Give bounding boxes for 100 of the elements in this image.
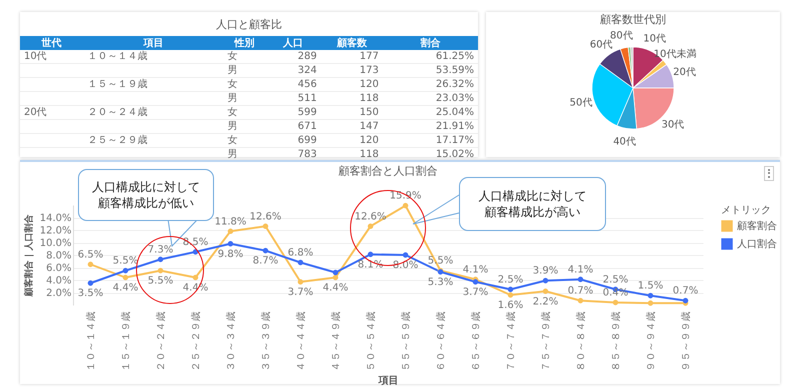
text: 699	[298, 135, 317, 146]
text: 150	[360, 107, 379, 118]
text: 男	[228, 65, 238, 76]
data-label: 8.0%	[392, 260, 418, 271]
text: 男	[228, 93, 238, 104]
category-label: 世代	[20, 36, 84, 50]
point	[158, 256, 164, 262]
data-label: 5.3%	[428, 276, 454, 288]
data-label: 3.7%	[462, 286, 488, 298]
text: 120	[360, 135, 379, 146]
text: 173	[360, 65, 379, 76]
x-tick-label: ５５～５９歳	[400, 312, 412, 372]
data-label: 0.4%	[602, 288, 628, 298]
data-label: 11.8%	[214, 216, 246, 228]
point	[648, 292, 654, 298]
x-tick-label: ６０～６４歳	[435, 312, 447, 372]
slice-label: 30代	[661, 119, 684, 130]
text: 女	[228, 107, 238, 118]
data-label: 8.7%	[252, 256, 278, 267]
slice-label: 80代	[610, 30, 633, 42]
y-tick-label: 6.0%	[46, 263, 72, 274]
point	[262, 224, 268, 229]
y-tick-label: 14.0%	[40, 213, 72, 224]
category-label: 割合	[382, 36, 478, 50]
point	[262, 248, 268, 254]
x-tick-label: ５０～５４歳	[365, 312, 377, 372]
point	[228, 228, 234, 234]
x-tick-label: ３５～３９歳	[260, 312, 272, 372]
point	[158, 268, 164, 274]
y-axis-title: 顧客割合 | 人口割合	[24, 214, 35, 298]
point	[122, 274, 128, 280]
point	[612, 300, 618, 306]
x-axis-title: 項目	[378, 376, 398, 386]
text: 53.59%	[436, 65, 474, 76]
text: 147	[360, 121, 379, 132]
point	[298, 279, 304, 285]
text: 女	[228, 79, 238, 90]
point	[192, 274, 198, 280]
category-label: 人口	[264, 36, 321, 50]
slice-label: 10代未満	[654, 48, 696, 60]
text: 17.17%	[436, 135, 474, 146]
data-label: 0.7%	[672, 286, 698, 297]
legend-label: 顧客割合	[737, 220, 777, 232]
text: 男	[228, 149, 238, 160]
text: 118	[360, 93, 379, 104]
data-label: 0.7%	[568, 286, 594, 297]
x-tick-label: ７５～７９歳	[540, 312, 552, 372]
text: 511	[298, 93, 317, 104]
x-tick-label: ８０～８４歳	[575, 312, 587, 372]
point	[648, 300, 654, 306]
data-label: 6.8%	[288, 248, 314, 258]
y-tick-label: 10.0%	[40, 238, 72, 249]
data-label: 3.9%	[532, 266, 558, 277]
text: 61.25%	[436, 51, 474, 62]
data-label: 2.5%	[602, 274, 628, 286]
text: 女	[228, 135, 238, 146]
legend-title: メトリック	[721, 205, 771, 216]
text: 女	[228, 51, 238, 62]
y-tick-label: 12.0%	[40, 226, 72, 236]
text: 671	[298, 121, 317, 132]
point	[228, 241, 234, 246]
text: 21.91%	[436, 121, 474, 132]
text: １０～１４歳	[87, 51, 148, 62]
data-label: 4.1%	[568, 264, 594, 276]
chart-title: 顧客割合と人口割合	[338, 164, 438, 178]
text: 25.04%	[436, 107, 474, 118]
point	[682, 298, 688, 304]
data-label: 5.5%	[148, 276, 174, 287]
x-tick-label: ６５～６９歳	[470, 312, 482, 372]
slice-label: 10代	[643, 34, 666, 45]
x-tick-label: ３０～３４歳	[225, 312, 237, 372]
chart-title: 顧客数世代別	[600, 13, 666, 26]
x-tick-label: ９５～９９歳	[680, 312, 692, 372]
annotation: 人口構成比に対して顧客構成比が低い	[91, 179, 201, 211]
y-tick-label: 8.0%	[46, 250, 72, 262]
x-tick-label: １５～１９歳	[120, 312, 132, 372]
text: 599	[298, 107, 317, 118]
data-label: 6.5%	[78, 249, 104, 260]
annotation: 人口構成比に対して顧客構成比が高い	[478, 188, 588, 220]
point	[402, 252, 408, 258]
point	[368, 252, 374, 258]
point	[332, 270, 338, 276]
point	[472, 279, 478, 285]
point	[508, 286, 514, 292]
text: ２５～２９歳	[87, 135, 148, 146]
text: 324	[298, 65, 317, 76]
text: 289	[298, 51, 317, 62]
x-tick-label: ８５～８９歳	[610, 312, 622, 372]
data-label: 12.6%	[354, 211, 386, 222]
category-label: 性別	[224, 36, 265, 50]
text: 456	[298, 79, 317, 90]
x-tick-label: ９０～９４歳	[645, 312, 657, 372]
text: １５～１９歳	[87, 79, 148, 90]
text: 118	[360, 149, 379, 160]
legend-label: 人口割合	[737, 238, 777, 250]
text: 15.02%	[436, 149, 474, 160]
category-label: 項目	[83, 36, 224, 50]
x-tick-label: ２５～２９歳	[190, 312, 202, 372]
y-tick-label: 4.0%	[46, 276, 72, 286]
category-label: 顧客数	[320, 36, 383, 50]
